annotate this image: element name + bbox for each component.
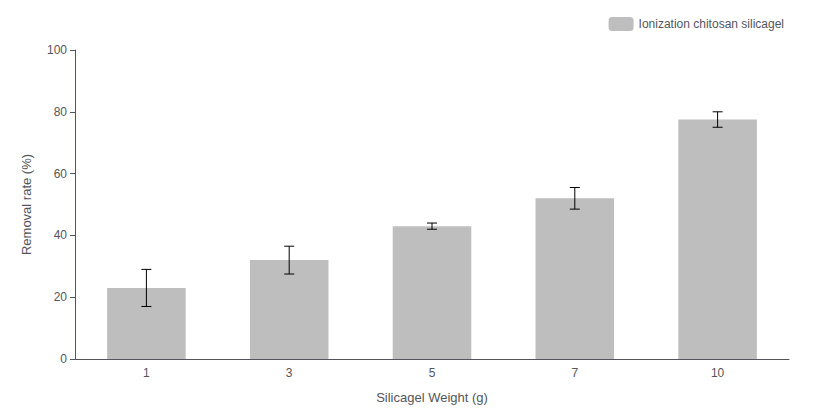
svg-text:Silicagel Weight (g): Silicagel Weight (g) (376, 390, 488, 405)
svg-text:0: 0 (60, 352, 67, 366)
svg-text:1: 1 (143, 366, 150, 380)
svg-text:60: 60 (54, 167, 68, 181)
svg-text:Removal rate (%): Removal rate (%) (19, 154, 34, 255)
svg-text:80: 80 (54, 105, 68, 119)
svg-text:100: 100 (47, 43, 67, 57)
svg-text:Ionization chitosan silicagel: Ionization chitosan silicagel (639, 17, 784, 31)
svg-text:3: 3 (286, 366, 293, 380)
svg-text:10: 10 (711, 366, 725, 380)
svg-text:7: 7 (571, 366, 578, 380)
svg-text:40: 40 (54, 228, 68, 242)
svg-text:5: 5 (429, 366, 436, 380)
svg-text:20: 20 (54, 290, 68, 304)
